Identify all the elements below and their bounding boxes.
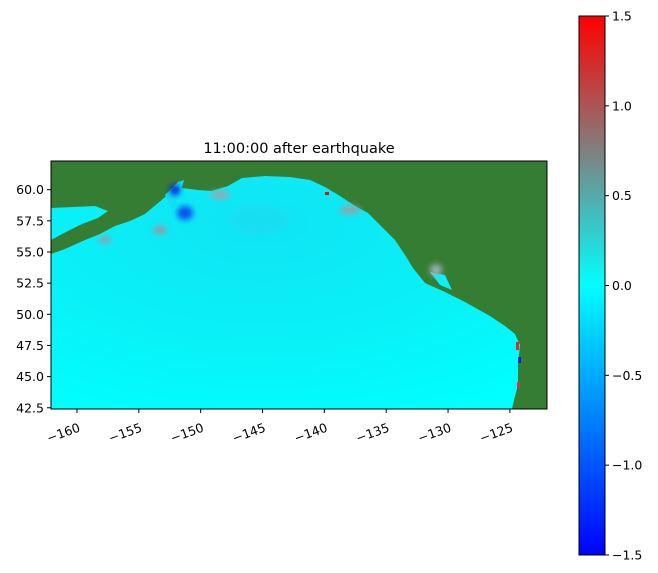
x-tick-label: −140 <box>292 420 329 446</box>
y-axis: 60.0 57.5 55.0 52.5 50.0 47.5 45.0 42.5 <box>16 182 51 415</box>
y-tick-label: 52.5 <box>16 276 44 291</box>
colorbar-tick-label: −1.0 <box>612 458 642 473</box>
x-tick-label: −125 <box>478 420 515 446</box>
colorbar-axis: 1.5 1.0 0.5 0.0 −0.5 −1.0 −1.5 <box>605 9 642 563</box>
x-tick-label: −150 <box>168 420 205 446</box>
colorbar-tick-label: −1.5 <box>612 548 642 563</box>
colorbar-tick-label: 0.0 <box>612 278 632 293</box>
colorbar-tick-label: 0.5 <box>612 188 632 203</box>
y-tick-label: 45.0 <box>16 369 44 384</box>
x-tick-label: −145 <box>230 420 267 446</box>
colorbar-tick-label: 1.0 <box>612 98 632 113</box>
red-spot <box>516 342 519 350</box>
coastal-inlets <box>430 272 452 290</box>
y-tick-label: 57.5 <box>16 213 44 228</box>
y-tick-label: 60.0 <box>16 182 44 197</box>
wave-features <box>99 185 442 276</box>
y-tick-label: 50.0 <box>16 307 44 322</box>
x-axis: −160 −155 −150 −145 −140 −135 −130 −125 <box>45 409 515 446</box>
x-tick-label: −160 <box>45 420 82 446</box>
colorbar-tick-label: −0.5 <box>612 368 642 383</box>
x-tick-label: −135 <box>354 420 391 446</box>
y-tick-label: 42.5 <box>16 400 44 415</box>
map-image <box>51 161 547 409</box>
red-spot <box>325 192 329 195</box>
y-tick-label: 55.0 <box>16 244 44 259</box>
colorbar <box>578 15 606 556</box>
y-tick-label: 47.5 <box>16 338 44 353</box>
x-tick-label: −155 <box>106 420 143 446</box>
map-title: 11:00:00 after earthquake <box>203 141 394 157</box>
ocean <box>51 176 520 409</box>
x-tick-label: −130 <box>416 420 453 446</box>
axes-frame <box>50 160 548 410</box>
colorbar-tick-label: 1.5 <box>612 9 632 24</box>
blue-spot <box>518 357 521 363</box>
bristol-bay <box>51 206 108 240</box>
red-spot <box>517 382 520 388</box>
